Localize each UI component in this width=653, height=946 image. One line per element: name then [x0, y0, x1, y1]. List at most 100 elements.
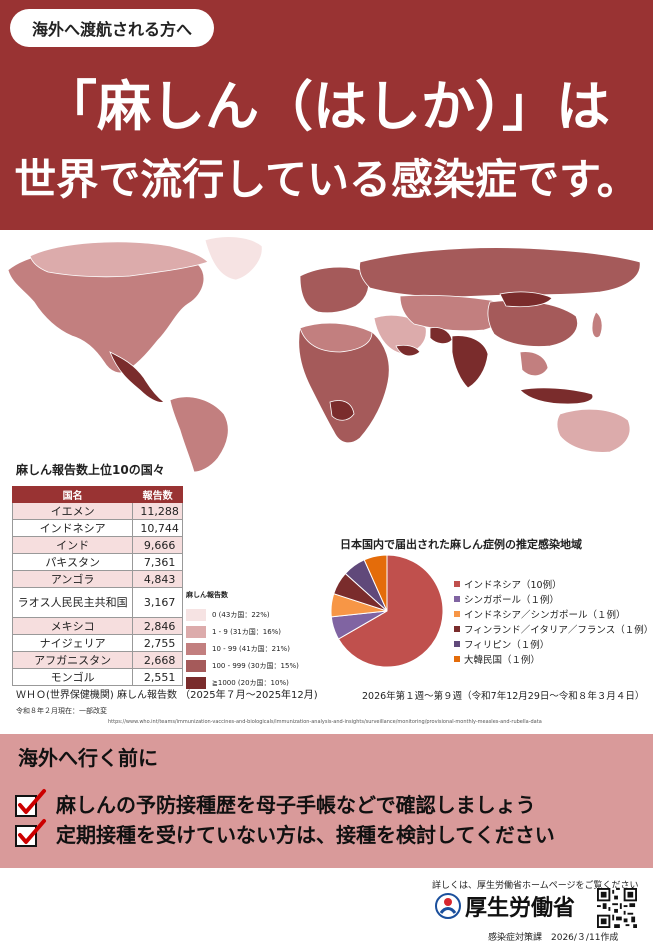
checkbox-checked-icon	[15, 789, 46, 817]
map-mexico	[109, 351, 165, 403]
table-row: インドネシア 10,744	[11, 519, 183, 537]
legend-label: 1 - 9 (31カ国：16%)	[212, 627, 282, 636]
top10-header-row: 国名 報告数	[11, 486, 183, 503]
map-africa-north	[299, 322, 373, 353]
pie-legend-label: フィンランド／イタリア／フランス（１例）	[464, 624, 653, 636]
pie-chart-title: 日本国内で届出された麻しん症例の推定感染地域	[340, 538, 582, 551]
table-row: パキスタン 7,361	[11, 553, 183, 571]
country-cell: パキスタン	[11, 553, 134, 571]
pie-legend-label: シンガポール（１例）	[464, 594, 560, 606]
pie-legend: インドネシア（10例） シンガポール（１例） インドネシア／シンガポール（１例）…	[454, 576, 653, 666]
qr-code[interactable]	[597, 888, 637, 928]
legend-label: 0 (43カ国：22%)	[212, 610, 270, 619]
column-header-count: 報告数	[132, 486, 183, 503]
count-cell: 2,551	[132, 668, 183, 686]
count-cell: 2,846	[132, 617, 183, 635]
map-mongolia	[499, 291, 553, 308]
pie-slice	[363, 554, 388, 612]
country-cell: メキシコ	[11, 617, 134, 635]
count-cell: 9,666	[132, 536, 183, 554]
map-angola	[329, 400, 355, 421]
country-cell: インドネシア	[11, 519, 134, 537]
pie-legend-item: 大韓民国（１例）	[454, 651, 653, 666]
advice-title: 海外へ行く前に	[18, 746, 158, 770]
map-legend-title: 麻しん報告数	[186, 591, 228, 599]
count-cell: 7,361	[132, 553, 183, 571]
map-indonesia	[519, 387, 594, 405]
count-cell: 2,755	[132, 634, 183, 652]
pie-chart	[330, 554, 444, 668]
count-cell: 2,668	[132, 651, 183, 669]
pie-legend-marker	[454, 640, 460, 647]
ministry-emblem-icon	[435, 893, 461, 919]
advice-panel: 海外へ行く前に 麻しんの予防接種歴を母子手帳などで確認しましょう 定期接種を受け…	[0, 734, 653, 868]
map-central-asia	[399, 294, 504, 332]
source-url: https://www.who.int/teams/immunization-v…	[108, 719, 542, 725]
checkbox-checked-icon	[15, 819, 46, 847]
table-row: モンゴル 2,551	[11, 668, 183, 686]
map-yemen	[395, 344, 421, 357]
pie-legend-marker	[454, 580, 460, 587]
map-australia	[556, 408, 631, 453]
pie-legend-item: フィリピン（１例）	[454, 636, 653, 651]
pie-legend-marker	[454, 625, 460, 632]
table-row: アフガニスタン 2,668	[11, 651, 183, 669]
map-greenland	[204, 236, 263, 281]
map-legend: 麻しん報告数 0 (43カ国：22%) 1 - 9 (31カ国：16%) 10 …	[186, 590, 346, 691]
map-india	[451, 335, 489, 389]
pie-legend-item: フィンランド／イタリア／フランス（１例）	[454, 621, 653, 636]
map-legend-item: 100 - 999 (30カ国：15%)	[186, 657, 346, 674]
ministry-logo: 厚生労働省	[435, 891, 595, 921]
audience-tag: 海外へ渡航される方へ	[10, 9, 214, 47]
map-japan	[591, 311, 603, 338]
count-cell: 3,167	[132, 587, 183, 618]
map-russia	[359, 247, 641, 298]
who-source-note: ＷＨＯ(世界保健機関) 麻しん報告数 （2025年７月～2025年12月)	[16, 690, 318, 701]
map-legend-item: 0 (43カ国：22%)	[186, 606, 346, 623]
map-continents	[7, 236, 641, 472]
map-south-america	[169, 396, 229, 472]
pie-legend-marker	[454, 655, 460, 662]
as-of-note: 令和８年２月現在：一部改変	[16, 707, 107, 715]
map-legend-item: ≧1000 (20カ国：10%)	[186, 674, 346, 691]
pie-period-note: 2026年第１週～第９週（令和7年12月29日～令和８年３月４日）	[362, 691, 645, 702]
legend-swatch	[186, 608, 206, 621]
pie-legend-label: インドネシア（10例）	[464, 579, 562, 591]
headline-line-2: 世界で流行している感染症です。	[14, 155, 639, 204]
pie-legend-item: シンガポール（１例）	[454, 591, 653, 606]
country-cell: アンゴラ	[11, 570, 134, 588]
table-row: インド 9,666	[11, 536, 183, 554]
legend-label: ≧1000 (20カ国：10%)	[212, 678, 289, 687]
legend-swatch	[186, 625, 206, 638]
table-row: イエメン 11,288	[11, 502, 183, 520]
country-cell: アフガニスタン	[11, 651, 134, 669]
pie-legend-item: インドネシア／シンガポール（１例）	[454, 606, 653, 621]
map-southeast-asia	[519, 351, 549, 377]
country-cell: インド	[11, 536, 134, 554]
pie-legend-marker	[454, 595, 460, 602]
legend-label: 10 - 99 (41カ国：21%)	[212, 644, 290, 653]
country-cell: ラオス人民民主共和国	[11, 587, 134, 618]
table-row: メキシコ 2,846	[11, 617, 183, 635]
ministry-name: 厚生労働省	[465, 896, 576, 921]
country-cell: イエメン	[11, 502, 134, 520]
pie-slice	[337, 554, 444, 668]
world-map	[7, 236, 641, 472]
map-china	[487, 300, 578, 347]
pie-legend-item: インドネシア（10例）	[454, 576, 653, 591]
count-cell: 11,288	[132, 502, 183, 520]
advice-item: 定期接種を受けていない方は、接種を検討してください	[14, 818, 555, 848]
advice-text: 定期接種を受けていない方は、接種を検討してください	[56, 822, 555, 847]
legend-swatch	[186, 676, 206, 689]
legend-label: 100 - 999 (30カ国：15%)	[212, 661, 299, 670]
map-legend-item: 1 - 9 (31カ国：16%)	[186, 623, 346, 640]
map-middle-east	[373, 314, 427, 355]
top10-title: 麻しん報告数上位10の国々	[16, 463, 165, 477]
footer-department: 感染症対策課 2026/３/11作成	[488, 933, 619, 943]
table-row: ラオス人民民主共和国 3,167	[11, 587, 183, 618]
country-cell: ナイジェリア	[11, 634, 134, 652]
pie-legend-label: フィリピン（１例）	[464, 639, 550, 651]
advice-item: 麻しんの予防接種歴を母子手帳などで確認しましょう	[14, 788, 536, 818]
legend-swatch	[186, 659, 206, 672]
headline-line-1: 「麻しん（はしか）」は	[43, 75, 610, 138]
